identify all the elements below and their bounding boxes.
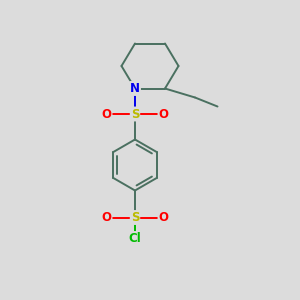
Text: Cl: Cl <box>129 232 141 245</box>
Text: O: O <box>158 211 169 224</box>
Text: S: S <box>131 107 139 121</box>
Text: O: O <box>158 107 169 121</box>
Text: O: O <box>101 211 112 224</box>
Text: O: O <box>101 107 112 121</box>
Text: S: S <box>131 211 139 224</box>
Text: N: N <box>130 82 140 95</box>
